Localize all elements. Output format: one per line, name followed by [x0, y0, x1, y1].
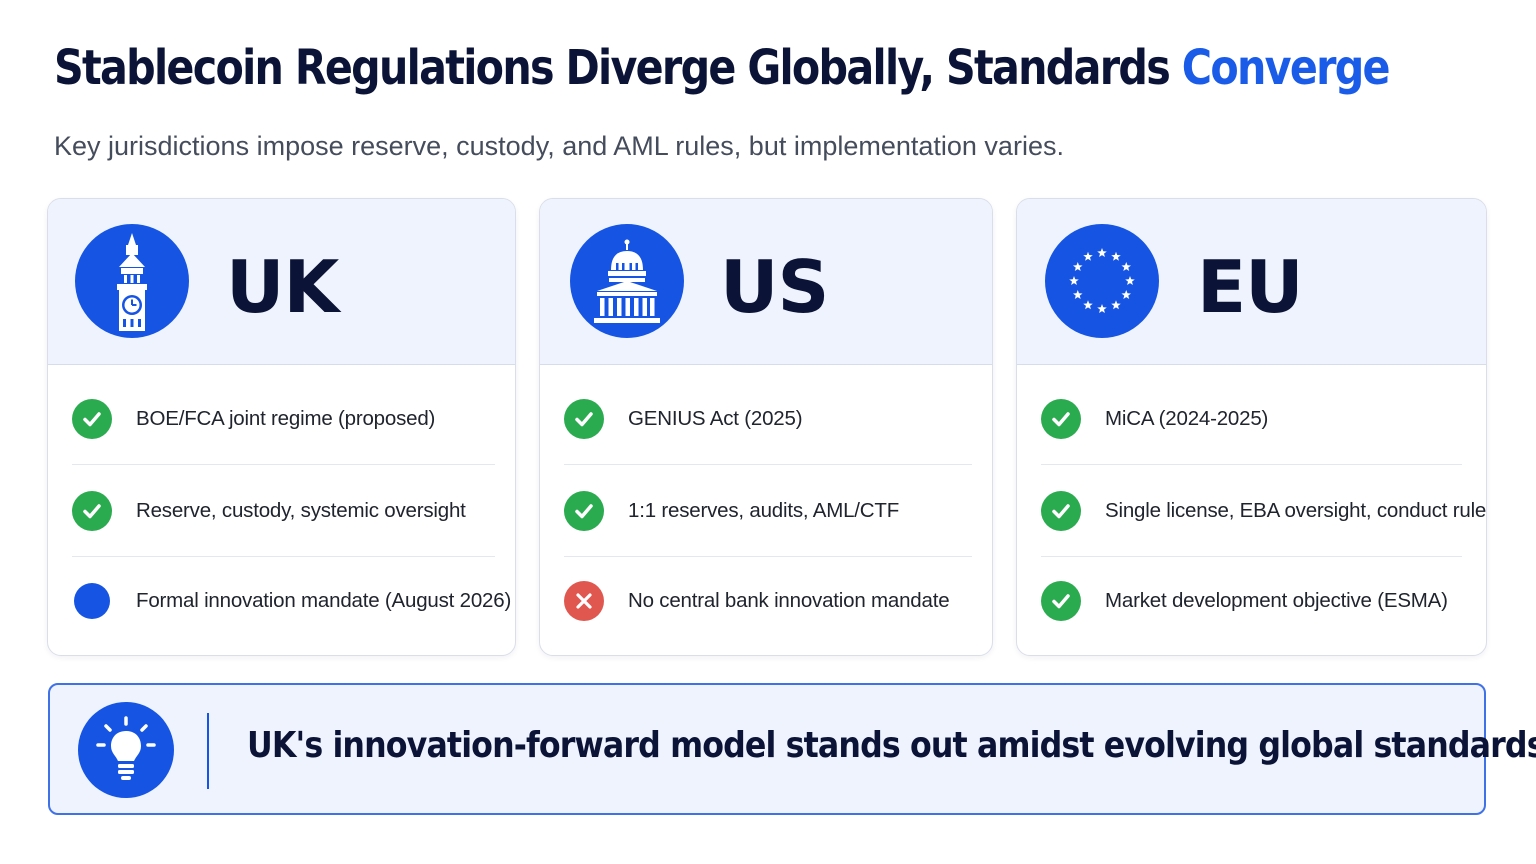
list-item: 1:1 reserves, audits, AML/CTF [564, 465, 972, 557]
cross-icon [564, 581, 604, 621]
eu-stars-icon [1045, 224, 1159, 338]
title-main: Stablecoin Regulations Diverge Globally,… [54, 40, 1182, 96]
card-us-header: US [540, 199, 992, 365]
region-title: US [720, 245, 829, 329]
item-label: MiCA (2024-2025) [1105, 406, 1269, 430]
star-icon [1073, 290, 1083, 300]
check-icon [564, 490, 604, 531]
list-item: No central bank innovation mandate [564, 555, 972, 647]
star-icon [1097, 304, 1107, 314]
takeaway-callout: UK's innovation-forward model stands out… [48, 683, 1536, 815]
page-subtitle: Key jurisdictions impose reserve, custod… [54, 131, 1064, 161]
card-eu: EU MiCA (2024-2025) Single license, EBA … [1016, 198, 1487, 656]
list-item: Single license, EBA oversight, conduct r… [1041, 465, 1486, 557]
star-icon [1069, 276, 1079, 286]
item-label: Single license, EBA oversight, conduct r… [1105, 498, 1487, 522]
item-label: BOE/FCA joint regime (proposed) [136, 406, 436, 430]
callout-text: UK's innovation-forward model stands out… [247, 725, 1536, 766]
card-us: US GENIUS Act (2025) 1:1 reserves, audit… [539, 198, 993, 656]
capitol-icon [570, 224, 684, 338]
title-accent: Converge [1181, 40, 1391, 96]
check-icon [1041, 398, 1081, 439]
card-eu-header: EU [1017, 199, 1486, 365]
star-icon [1121, 262, 1131, 272]
item-label: No central bank innovation mandate [628, 589, 950, 612]
star-icon [1125, 276, 1135, 286]
list-item: BOE/FCA joint regime (proposed) [72, 373, 495, 465]
star-icon [1083, 251, 1093, 261]
item-label: GENIUS Act (2025) [628, 406, 803, 430]
check-icon [72, 490, 112, 531]
check-icon [1041, 581, 1081, 621]
item-label: Reserve, custody, systemic oversight [136, 498, 466, 522]
lightbulb-icon [78, 702, 174, 798]
list-item: Formal innovation mandate (August 2026) [72, 555, 511, 647]
check-icon [564, 398, 604, 439]
star-icon [1111, 251, 1121, 261]
item-label: Formal innovation mandate (August 2026) [136, 589, 512, 612]
divider [207, 713, 209, 789]
page-title: Stablecoin Regulations Diverge Globally,… [54, 40, 1391, 96]
big-ben-icon [75, 224, 189, 338]
list-item: GENIUS Act (2025) [564, 373, 972, 465]
star-icon [1111, 300, 1121, 310]
card-uk-header: UK [48, 199, 515, 365]
star-icon [1073, 262, 1083, 272]
item-label: Market development objective (ESMA) [1105, 589, 1448, 612]
star-icon [1121, 290, 1131, 300]
star-icon [1097, 248, 1107, 258]
list-item: MiCA (2024-2025) [1041, 373, 1462, 465]
check-icon [1041, 490, 1081, 531]
region-title: UK [226, 245, 339, 329]
card-uk: UK BOE/FCA joint regime (proposed) Reser… [47, 198, 516, 656]
list-item: Market development objective (ESMA) [1041, 555, 1476, 647]
region-title: EU [1197, 245, 1304, 329]
item-label: 1:1 reserves, audits, AML/CTF [628, 498, 900, 522]
list-item: Reserve, custody, systemic oversight [72, 465, 495, 557]
pending-dot-icon [74, 583, 110, 619]
star-icon [1083, 300, 1093, 310]
check-icon [72, 398, 112, 439]
